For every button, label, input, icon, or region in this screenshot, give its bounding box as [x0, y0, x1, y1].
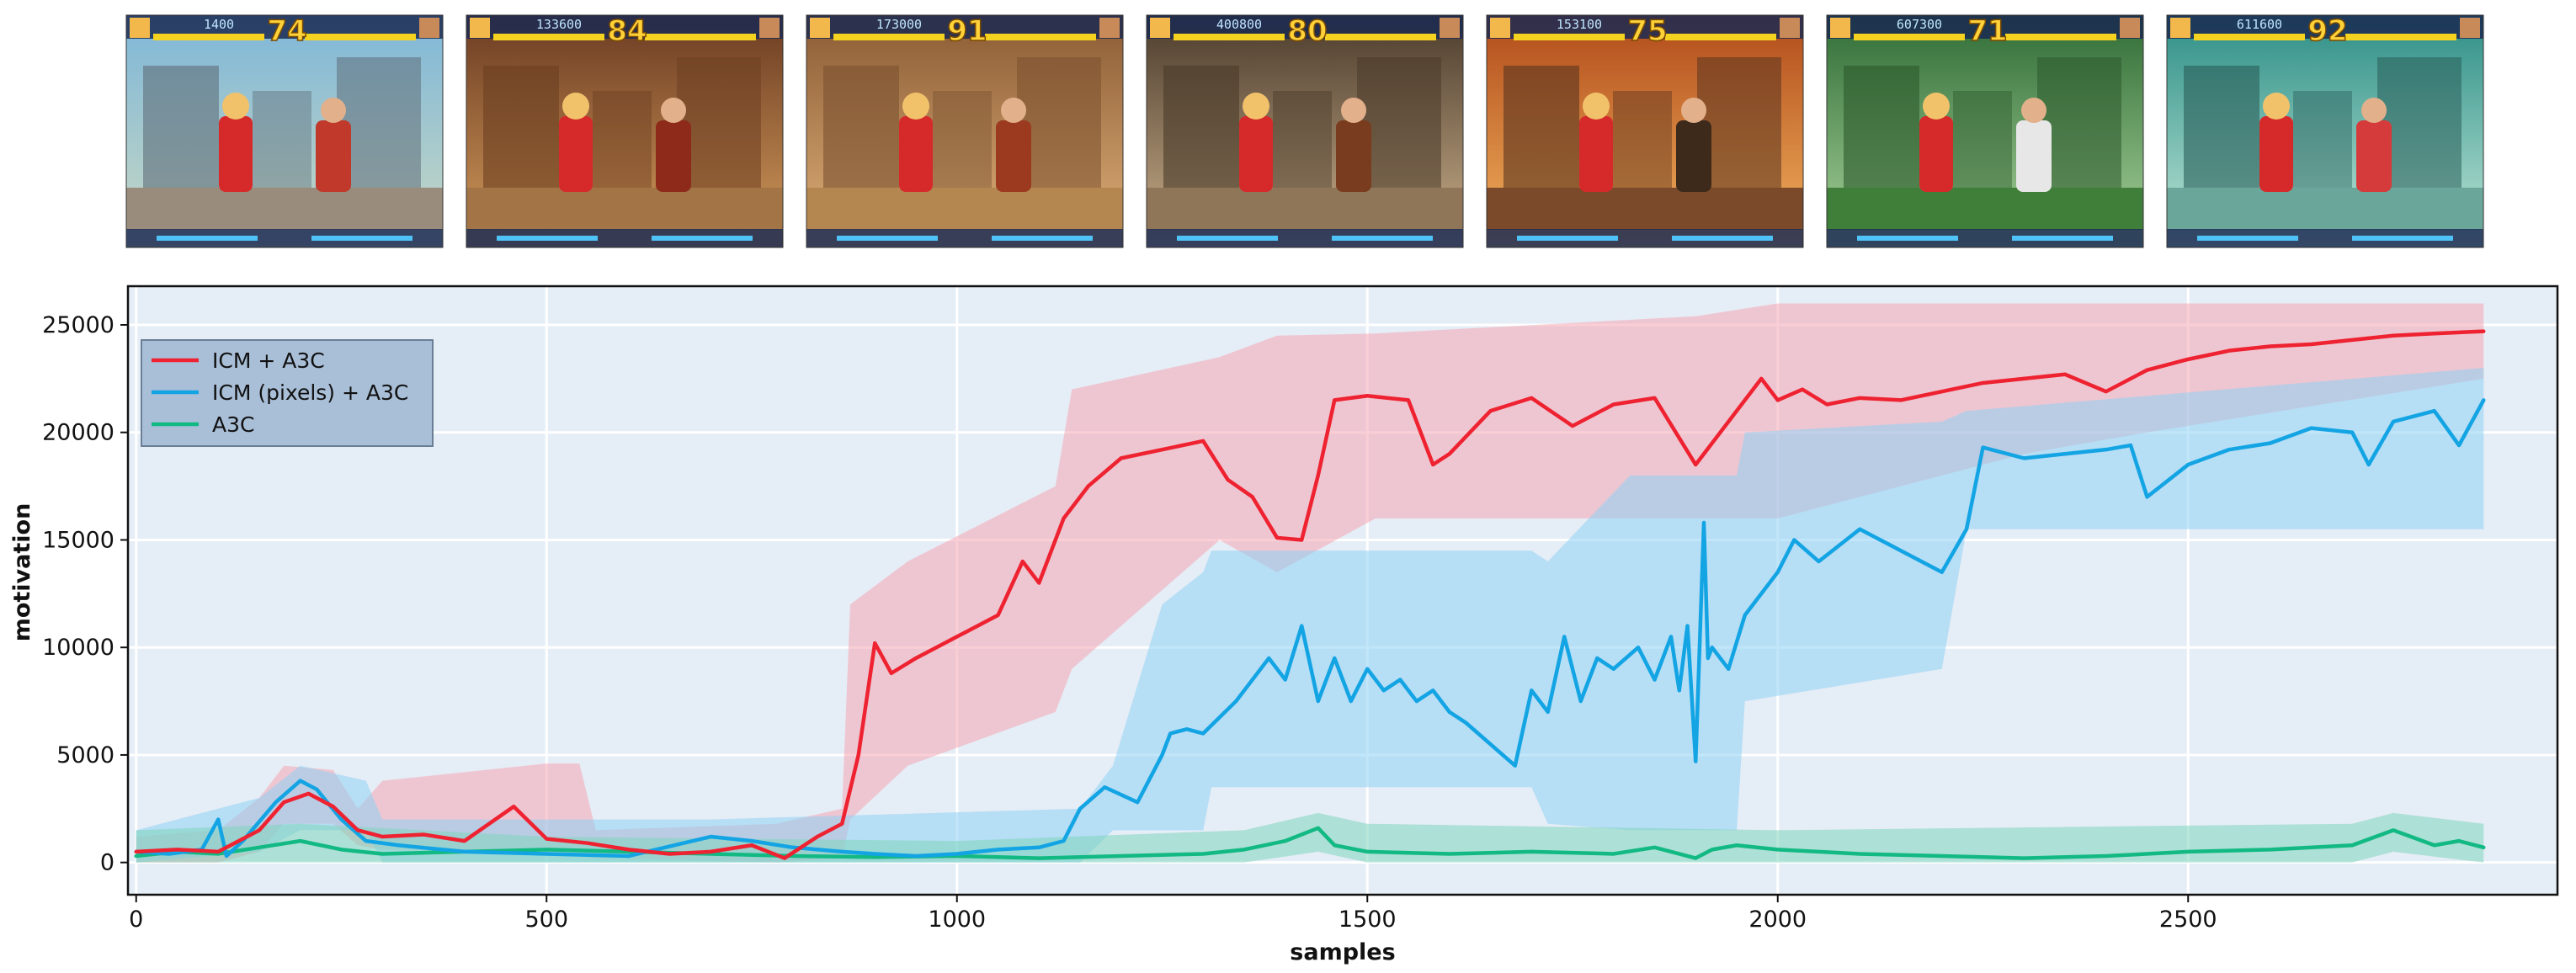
- thumbnail-score: 400800: [1216, 17, 1262, 32]
- x-tick-label: 1500: [1339, 907, 1397, 933]
- legend-label: ICM (pixels) + A3C: [212, 380, 408, 405]
- y-tick-label: 0: [100, 850, 114, 876]
- y-tick-label: 20000: [42, 420, 114, 446]
- thumbnail-score: 133600: [536, 17, 582, 32]
- x-axis-label: samples: [1290, 939, 1395, 965]
- x-tick-label: 2000: [1748, 907, 1807, 933]
- legend-label: A3C: [212, 412, 254, 437]
- y-tick-label: 25000: [42, 312, 114, 338]
- thumbnail-score: 173000: [876, 17, 922, 32]
- game-thumbnail: 1400 74: [125, 13, 444, 248]
- line-icm-a3c: [134, 329, 2486, 860]
- y-axis-label: motivation: [9, 503, 35, 642]
- thumbnail-score: 607300: [1897, 17, 1942, 32]
- game-thumbnail: 611600 92: [2166, 13, 2484, 248]
- game-thumbnail: 173000 91: [806, 13, 1124, 248]
- game-thumbnail: 607300 71: [1826, 13, 2144, 248]
- axis-ticks: 0 500 1000 1500 2000 250005000100001500020000…: [42, 312, 2217, 933]
- series-lines: [134, 329, 2486, 860]
- thumbnail-timer: 84: [607, 14, 647, 48]
- thumbnail-timer: 75: [1627, 14, 1667, 48]
- thumbnail-strip: 1400 74 133600 84 173000 91 400800 80 153100 75 60…: [125, 13, 2484, 248]
- line-icm-pixels-a3c: [134, 398, 2486, 859]
- x-tick-label: 0: [129, 907, 143, 933]
- x-tick-label: 2500: [2159, 907, 2217, 933]
- legend: ICM + A3C ICM (pixels) + A3C A3C: [141, 339, 434, 447]
- plot-frame: [126, 284, 2559, 896]
- legend-label: ICM + A3C: [212, 348, 325, 373]
- thumbnail-score: 153100: [1557, 17, 1602, 32]
- thumbnail-score: 1400: [204, 17, 234, 32]
- thumbnail-timer: 92: [2307, 14, 2347, 48]
- y-tick-label: 15000: [42, 527, 114, 553]
- thumbnail-score: 611600: [2237, 17, 2282, 32]
- x-tick-label: 1000: [928, 907, 986, 933]
- thumbnail-timer: 74: [267, 14, 306, 48]
- thumbnail-timer: 71: [1967, 14, 2007, 48]
- thumbnail-timer: 91: [947, 14, 987, 48]
- y-tick-label: 5000: [56, 742, 114, 768]
- game-thumbnail: 153100 75: [1486, 13, 1804, 248]
- x-tick-label: 500: [524, 907, 568, 933]
- thumbnail-timer: 80: [1287, 14, 1327, 48]
- game-thumbnail: 133600 84: [466, 13, 784, 248]
- game-thumbnail: 400800 80: [1146, 13, 1464, 248]
- y-tick-label: 10000: [42, 635, 114, 661]
- band-icm-pixels-a3c: [136, 368, 2484, 863]
